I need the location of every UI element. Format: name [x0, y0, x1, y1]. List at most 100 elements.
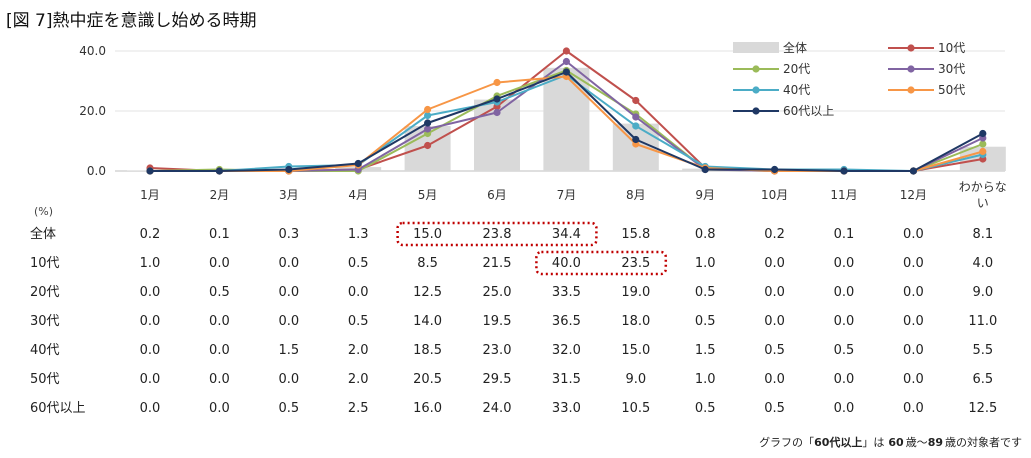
table-cell: 0.0 — [903, 314, 924, 329]
table-row: 50代 0.0 0.0 0.0 2.0 20.5 29.5 31.5 9.0 1.0 0.0 0.0 0… — [30, 372, 993, 387]
line-series-group — [146, 47, 987, 175]
footnote-bold-age-min: 60 — [888, 436, 904, 449]
footnote-bold-group: 60代以上 — [814, 435, 862, 449]
x-axis-ticks: 1月 2月 3月 4月 5月 6月 7月 8月 9月 10月 11月 12月 わからない — [140, 180, 1007, 210]
table-cell: 1.5 — [695, 343, 716, 358]
legend-marker — [752, 107, 760, 115]
data-point — [424, 105, 432, 114]
legend-marker — [752, 86, 760, 94]
legend: 全体 10代 20代 30代 40代 50代 60代以上 — [733, 40, 965, 118]
table-cell: 20.5 — [413, 372, 442, 387]
data-point — [424, 119, 432, 127]
legend-item: 40代 — [733, 83, 810, 97]
data-point — [424, 111, 432, 120]
x-tick-label: 1月 — [140, 188, 160, 202]
highlight-boxes — [396, 221, 668, 276]
data-point — [909, 167, 918, 175]
table-row: 30代 0.0 0.0 0.0 0.5 14.0 19.5 36.5 18.0 0.5 0.0 0.0… — [30, 314, 997, 329]
legend-marker — [907, 86, 915, 94]
table-cell: 0.0 — [140, 285, 161, 300]
footnote-mid2: 歳〜 — [906, 436, 928, 449]
table-cell: 0.0 — [209, 256, 230, 271]
table-cell: 0.8 — [695, 227, 716, 242]
table-cell: 0.0 — [278, 256, 299, 271]
table-cell: 0.0 — [764, 256, 785, 271]
table-cell: 0.5 — [695, 285, 716, 300]
data-point — [771, 165, 779, 174]
table-cell: 0.2 — [764, 227, 785, 242]
table-cell: 8.1 — [972, 227, 993, 242]
row-label: 40代 — [30, 343, 60, 358]
table-row: 40代 0.0 0.0 1.5 2.0 18.5 23.0 32.0 15.0 1.5 0.5 0.5… — [30, 343, 993, 358]
bar-series-overall — [127, 67, 1006, 171]
x-tick-label: 4月 — [348, 188, 368, 202]
table-cell: 0.0 — [140, 314, 161, 329]
legend-label: 20代 — [783, 62, 810, 76]
table-cell: 0.5 — [764, 401, 785, 416]
table-row: 60代以上 0.0 0.0 0.5 2.5 16.0 24.0 33.0 10.5 0.5 0.5 0… — [30, 401, 997, 416]
table-cell: 1.0 — [140, 256, 161, 271]
legend-label: 全体 — [783, 40, 807, 55]
table-cell: 25.0 — [483, 285, 512, 300]
table-cell: 0.0 — [209, 401, 230, 416]
table-cell: 18.0 — [621, 314, 650, 329]
table-cell: 18.5 — [413, 343, 442, 358]
table-cell: 0.0 — [209, 372, 230, 387]
table-cell: 0.0 — [140, 343, 161, 358]
table-cell: 0.0 — [903, 401, 924, 416]
footnote: グラフの「60代以上」は 60 歳〜89 歳の対象者です — [759, 435, 1022, 449]
table-cell: 0.0 — [834, 314, 855, 329]
data-point — [493, 78, 501, 87]
table-cell: 0.0 — [764, 314, 785, 329]
table-cell: 2.5 — [348, 401, 369, 416]
line-series — [146, 68, 987, 175]
data-point — [493, 108, 501, 117]
table-cell: 11.0 — [968, 314, 997, 329]
x-tick-label: 3月 — [279, 188, 299, 202]
footnote-prefix: グラフの「 — [759, 435, 814, 449]
data-point — [424, 141, 432, 150]
table-row: 20代 0.0 0.5 0.0 0.0 12.5 25.0 33.5 19.0 0.5 0.0 0.0… — [30, 285, 993, 300]
legend-label: 50代 — [938, 83, 965, 97]
table-cell: 0.5 — [348, 256, 369, 271]
table-cell: 1.0 — [695, 372, 716, 387]
x-tick-label: 9月 — [695, 188, 715, 202]
table-cell: 16.0 — [413, 401, 442, 416]
table-cell: 21.5 — [483, 256, 512, 271]
x-tick-label: 12月 — [900, 188, 927, 202]
table-cell: 0.5 — [348, 314, 369, 329]
table-cell: 0.0 — [348, 285, 369, 300]
table-cell: 0.0 — [834, 401, 855, 416]
table-cell: 0.0 — [903, 343, 924, 358]
x-tick-label: 10月 — [761, 188, 788, 202]
table-cell: 23.5 — [621, 256, 650, 271]
legend-marker — [752, 65, 760, 73]
table-cell: 23.0 — [483, 343, 512, 358]
table-cell: 0.5 — [209, 285, 230, 300]
legend-item: 20代 — [733, 62, 810, 76]
table-cell: 0.3 — [278, 227, 299, 242]
table-cell: 0.0 — [278, 314, 299, 329]
data-point — [493, 95, 501, 103]
footnote-bold-age-max: 89 — [928, 436, 943, 449]
table-cell: 23.8 — [483, 227, 512, 242]
table-cell: 14.0 — [413, 314, 442, 329]
table-cell: 19.0 — [621, 285, 650, 300]
table-cell: 6.5 — [972, 372, 993, 387]
table-cell: 0.0 — [903, 256, 924, 271]
data-point — [979, 147, 987, 156]
footnote-suffix: 歳の対象者です — [945, 435, 1022, 449]
x-tick-label: 6月 — [487, 188, 507, 202]
table-cell: 0.0 — [834, 372, 855, 387]
data-point — [146, 167, 154, 175]
table-cell: 0.5 — [695, 314, 716, 329]
table-cell: 0.0 — [764, 285, 785, 300]
table-cell: 8.5 — [417, 256, 438, 271]
table-cell: 0.0 — [903, 372, 924, 387]
table-cell: 0.5 — [834, 343, 855, 358]
table-cell: 0.1 — [834, 227, 855, 242]
table-cell: 15.8 — [621, 227, 650, 242]
table-cell: 0.0 — [834, 285, 855, 300]
data-point — [632, 122, 640, 130]
